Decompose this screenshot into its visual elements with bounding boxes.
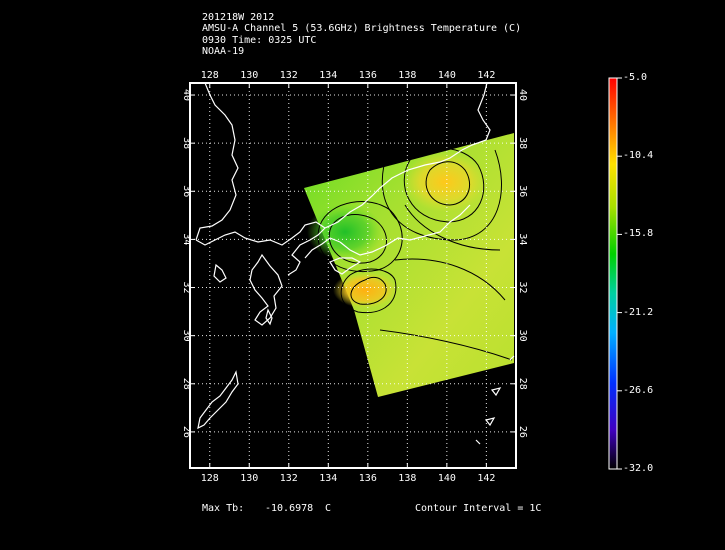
colorbar-label: -26.6 — [623, 384, 654, 396]
lat-ticks-right: 40 38 36 34 32 30 28 26 — [511, 89, 528, 438]
lat-tick-left-34: 34 — [181, 233, 192, 245]
lat-tick-left-26: 26 — [181, 426, 192, 438]
header-time: 0930 Time: 0325 UTC — [202, 35, 317, 46]
lon-tick-top-130: 130 — [240, 70, 258, 81]
colorbar-label: -15.8 — [623, 228, 654, 240]
lat-tick-right-36: 36 — [517, 185, 528, 197]
warm-anomaly-southwest — [333, 272, 397, 308]
contour-lines — [317, 147, 513, 361]
lat-tick-left-38: 38 — [181, 137, 192, 149]
contour-interval: Contour Interval = 1C — [415, 503, 542, 514]
lon-tick-bottom-138: 138 — [398, 473, 416, 484]
max-tb-unit: C — [325, 503, 332, 514]
lat-tick-right-28: 28 — [517, 378, 528, 390]
colorbar-label: -21.2 — [623, 306, 654, 318]
header-storm-id: 201218W 2012 — [202, 12, 275, 23]
lat-lon-grid — [190, 83, 516, 468]
colorbar-ticks — [617, 77, 622, 470]
lat-tick-right-26: 26 — [517, 426, 528, 438]
lat-tick-left-30: 30 — [181, 330, 192, 342]
max-tb-value: -10.6978 — [265, 503, 314, 514]
cool-anomaly-center — [307, 204, 383, 260]
header-satellite: NOAA-19 — [202, 46, 245, 57]
lon-ticks-bottom: 128 130 132 134 136 138 140 142 — [201, 463, 495, 484]
lat-tick-left-28: 28 — [181, 378, 192, 390]
lat-tick-right-32: 32 — [517, 282, 528, 294]
lon-tick-bottom-136: 136 — [359, 473, 377, 484]
coastline — [195, 83, 515, 445]
lon-tick-top-134: 134 — [319, 70, 337, 81]
map-frame — [189, 82, 517, 469]
lon-tick-bottom-142: 142 — [477, 473, 495, 484]
lon-ticks-top: 128 130 132 134 136 138 140 142 — [201, 70, 495, 88]
lon-tick-bottom-130: 130 — [240, 473, 258, 484]
lon-tick-top-132: 132 — [280, 70, 298, 81]
colorbar-label: -32.0 — [623, 463, 654, 474]
lon-tick-top-142: 142 — [477, 70, 495, 81]
lon-tick-top-138: 138 — [398, 70, 416, 81]
lon-tick-bottom-140: 140 — [438, 473, 456, 484]
lat-tick-right-40: 40 — [517, 89, 528, 101]
colorbar-label: -5.0 — [623, 72, 648, 83]
max-tb-label: Max Tb: — [202, 503, 245, 514]
header-channel-title: AMSU-A Channel 5 (53.6GHz) Brightness Te… — [202, 23, 522, 34]
colorbar — [608, 77, 618, 470]
lon-tick-bottom-134: 134 — [319, 473, 337, 484]
lon-tick-top-136: 136 — [359, 70, 377, 81]
lat-tick-right-34: 34 — [517, 233, 528, 245]
lat-ticks-left: 40 38 36 34 32 30 28 26 — [181, 89, 195, 438]
lon-tick-top-128: 128 — [201, 70, 219, 81]
lon-tick-bottom-128: 128 — [201, 473, 219, 484]
colorbar-label: -10.4 — [623, 150, 654, 162]
lon-tick-top-140: 140 — [438, 70, 456, 81]
lat-tick-right-30: 30 — [517, 330, 528, 342]
lat-tick-left-32: 32 — [181, 282, 192, 294]
lat-tick-left-36: 36 — [181, 185, 192, 197]
lat-tick-left-40: 40 — [181, 89, 192, 101]
lat-tick-right-38: 38 — [517, 137, 528, 149]
lon-tick-bottom-132: 132 — [280, 473, 298, 484]
